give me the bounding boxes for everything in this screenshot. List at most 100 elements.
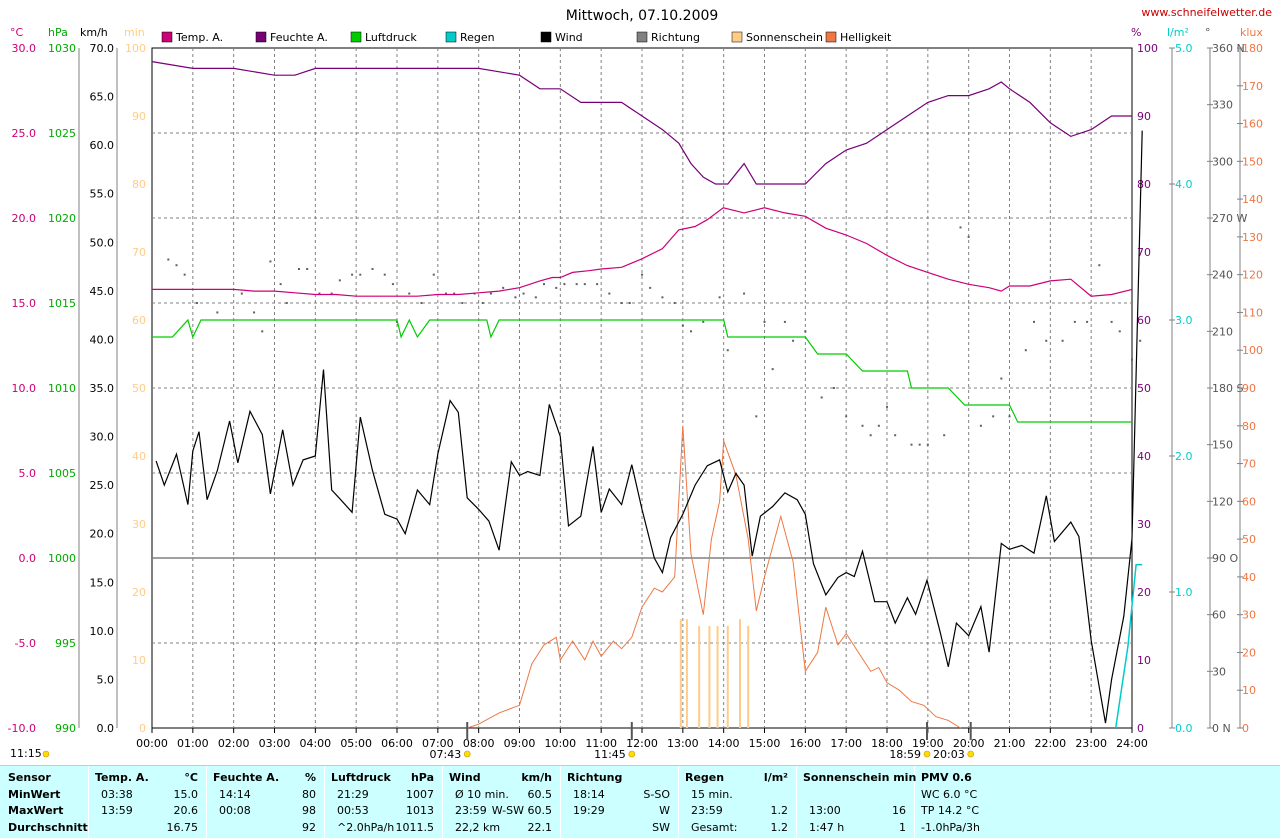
y-tick-label-direction: 270 W <box>1212 212 1247 225</box>
direction-point <box>596 283 599 286</box>
direction-point <box>279 283 282 286</box>
y-tick-label-brightness: 110 <box>1242 306 1263 319</box>
legend-swatch <box>636 31 648 43</box>
y-tick-label-rain: 3.0 <box>1175 314 1193 327</box>
y-tick-label-brightness: 80 <box>1242 420 1256 433</box>
x-tick-label: 01:00 <box>177 737 209 750</box>
direction-point <box>351 273 354 276</box>
table-cell-pmv: WC 6.0 °C <box>921 788 978 801</box>
table-cell-value: 15.0 <box>173 788 199 801</box>
y-tick-label-direction: 120 <box>1212 495 1233 508</box>
table-cell-value: S-SO <box>643 788 670 801</box>
x-tick-label: 06:00 <box>381 737 413 750</box>
y-tick-label-wind: 30.0 <box>90 431 115 444</box>
table-cell-time: 13:00 <box>809 804 841 817</box>
direction-point <box>408 292 411 295</box>
y-tick-label-wind: 65.0 <box>90 91 115 104</box>
y-tick-label-brightness: 20 <box>1242 646 1256 659</box>
sun-icon <box>923 750 931 758</box>
y-tick-label-pressure: 1000 <box>48 552 76 565</box>
sun-icon <box>463 750 471 758</box>
direction-point <box>926 443 929 446</box>
y-tick-label-brightness: 90 <box>1242 382 1256 395</box>
direction-point <box>195 302 198 304</box>
table-cell-value: 16 <box>892 804 906 817</box>
y-tick-label-brightness: 180 <box>1242 42 1263 55</box>
table-header: Sonnenschein min <box>803 771 917 784</box>
y-tick-label-humidity: 70 <box>1137 246 1151 259</box>
legend-swatch <box>825 31 837 43</box>
table-cell-value: 1011.5 <box>395 821 435 834</box>
y-tick-label-humidity: 20 <box>1137 586 1151 599</box>
direction-point <box>371 268 374 270</box>
table-header-unit: °C <box>184 771 198 784</box>
series-rain <box>1114 564 1143 729</box>
direction-point <box>943 434 946 437</box>
y-tick-label-temp: 25.0 <box>12 127 37 140</box>
y-tick-label-pressure: 1020 <box>48 212 76 225</box>
y-axis-unit-sun: min <box>124 26 145 39</box>
series-brightness <box>467 425 961 729</box>
x-tick-label: 05:00 <box>340 737 372 750</box>
table-cell-time: 18:14 <box>573 788 605 801</box>
direction-point <box>992 415 995 418</box>
column-separator <box>442 766 443 838</box>
y-tick-label-humidity: 40 <box>1137 450 1151 463</box>
y-axis-unit-direction: ° <box>1205 26 1211 39</box>
table-cell-value: SW <box>652 821 670 834</box>
direction-point <box>298 268 300 270</box>
legend-item: Regen <box>445 31 495 44</box>
direction-point <box>1139 339 1142 342</box>
x-tick-label: 10:00 <box>544 737 576 750</box>
x-tick-label: 15:00 <box>749 737 781 750</box>
legend-item: Sonnenschein <box>731 31 823 44</box>
direction-point <box>763 320 766 323</box>
direction-point <box>583 283 586 286</box>
legend-label: Sonnenschein <box>746 31 823 44</box>
direction-point <box>261 330 264 333</box>
direction-point <box>563 283 566 286</box>
direction-point <box>253 311 256 314</box>
weather-chart: Mittwoch, 07.10.2009 www.schneifelwetter… <box>8 6 1273 761</box>
table-cell-time: 03:38 <box>101 788 133 801</box>
x-tick-label: 22:00 <box>1034 737 1066 750</box>
y-tick-label-temp: 0.0 <box>19 552 37 565</box>
direction-point <box>1131 358 1133 361</box>
direction-point <box>673 302 676 304</box>
legend-item: Helligkeit <box>825 31 892 44</box>
column-separator <box>88 766 89 838</box>
y-tick-label-direction: 30 <box>1212 665 1226 678</box>
legend-label: Feuchte A. <box>270 31 328 44</box>
y-axis-temp: 30.0 25.0 20.0 15.0 10.0 5.0 0.0 -5.0 -10.0 °C <box>8 26 36 735</box>
time-marker: 18:59 <box>889 722 931 761</box>
direction-point <box>453 292 456 295</box>
table-cell-pmv: TP 14.2 °C <box>921 804 980 817</box>
y-tick-label-direction: 150 <box>1212 439 1233 452</box>
source-link[interactable]: www.schneifelwetter.de <box>1141 6 1272 19</box>
y-tick-label-brightness: 0 <box>1242 722 1249 735</box>
direction-point <box>555 286 558 289</box>
table-cell-value: 22.1 <box>527 821 553 834</box>
summary-table: Sensor Temp. A. °C Feuchte A.% Luftdruck hPa W… <box>0 765 1280 838</box>
y-tick-label-brightness: 130 <box>1242 231 1263 244</box>
x-tick-label: 18:00 <box>871 737 903 750</box>
direction-point <box>894 434 897 437</box>
table-cell-time: 15 min. <box>691 788 733 801</box>
direction-point <box>820 396 823 399</box>
direction-point <box>804 330 807 333</box>
direction-point <box>690 330 692 333</box>
legend-label: Luftdruck <box>365 31 417 44</box>
table-header: PMV 0.6 <box>921 771 972 784</box>
y-tick-label-sun: 70 <box>132 246 146 259</box>
direction-point <box>608 292 611 295</box>
x-tick-label: 13:00 <box>667 737 699 750</box>
y-tick-label-humidity: 100 <box>1137 42 1158 55</box>
y-tick-label-sun: 10 <box>132 654 146 667</box>
y-tick-label-wind: 60.0 <box>90 139 115 152</box>
y-tick-label-direction: 300 <box>1212 155 1233 168</box>
y-tick-label-pressure: 1010 <box>48 382 76 395</box>
direction-point <box>481 302 484 304</box>
table-cell-time: 22,2 km <box>455 821 501 834</box>
direction-point <box>979 424 982 427</box>
y-tick-label-temp: -10.0 <box>8 722 36 735</box>
